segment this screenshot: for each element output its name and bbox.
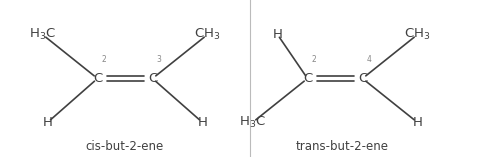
Text: trans-but-2-ene: trans-but-2-ene: [296, 140, 389, 152]
Text: C: C: [303, 72, 312, 85]
Text: H: H: [272, 28, 282, 41]
Text: H: H: [412, 116, 422, 129]
Text: CH$_3$: CH$_3$: [404, 27, 430, 42]
Text: H$_3$C: H$_3$C: [239, 115, 266, 130]
Text: H: H: [42, 116, 52, 129]
Text: C: C: [93, 72, 102, 85]
Text: C: C: [358, 72, 367, 85]
Text: CH$_3$: CH$_3$: [194, 27, 220, 42]
Text: H$_3$C: H$_3$C: [29, 27, 56, 42]
Text: C: C: [148, 72, 157, 85]
Text: H: H: [198, 116, 207, 129]
Text: 2: 2: [312, 55, 316, 64]
Text: 2: 2: [102, 55, 106, 64]
Text: 4: 4: [366, 55, 372, 64]
Text: cis-but-2-ene: cis-but-2-ene: [86, 140, 164, 152]
Text: 3: 3: [156, 55, 162, 64]
